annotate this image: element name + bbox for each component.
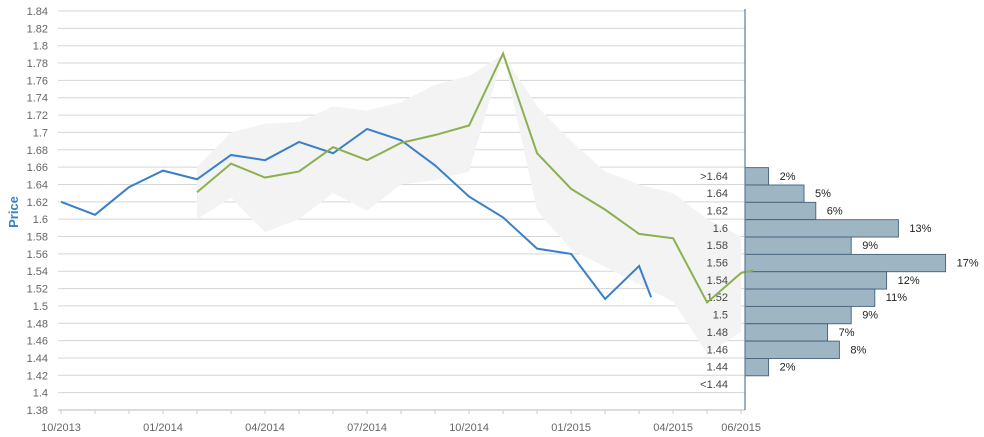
x-tick-label: 01/2014 — [143, 422, 183, 434]
y-tick-label: 1.78 — [27, 58, 48, 70]
histogram-bar — [744, 305, 852, 325]
histogram-bar — [744, 167, 770, 186]
x-tick-label: 04/2015 — [653, 422, 693, 434]
histogram-bar-label: 12% — [898, 275, 920, 287]
histogram-bar-label: 2% — [780, 362, 796, 374]
histogram-bar — [744, 358, 770, 377]
histogram-bar — [744, 184, 805, 203]
axes — [58, 9, 746, 414]
y-tick-label: 1.84 — [27, 6, 48, 18]
histogram-bin-label: 1.44 — [707, 362, 728, 374]
y-tick-label: 1.7 — [33, 127, 48, 139]
histogram-bar-label: 17% — [957, 258, 979, 270]
histogram-bin-label: 1.5 — [713, 310, 728, 322]
y-tick-label: 1.4 — [33, 388, 48, 400]
histogram-bar-label: 9% — [862, 240, 878, 252]
x-tick-label: 10/2013 — [41, 422, 81, 434]
y-tick-label: 1.38 — [27, 405, 48, 417]
y-tick-label: 1.52 — [27, 284, 48, 296]
distribution-histogram: >1.64 2% 1.64 5% 1.62 6% 1.6 13% 1.58 9% 1.56 17% 1.… — [700, 167, 979, 391]
histogram-bar-label: 7% — [839, 327, 855, 339]
y-tick-label: 1.58 — [27, 232, 48, 244]
price-lines — [60, 50, 754, 305]
y-tick-label: 1.46 — [27, 336, 48, 348]
histogram-bin-label: >1.64 — [700, 171, 728, 183]
y-tick-label: 1.44 — [27, 353, 48, 365]
forecast-band — [197, 54, 742, 354]
histogram-bar-label: 2% — [780, 171, 796, 183]
histogram-bar-label: 5% — [815, 188, 831, 200]
x-axis-ticks: 10/2013 01/2014 04/2014 07/2014 10/2014 01/20… — [41, 422, 761, 434]
histogram-bar — [744, 219, 899, 238]
y-axis-ticks: 1.38 1.4 1.42 1.44 1.46 1.48 1.5 1.52 1.54 1.56 1.… — [27, 6, 48, 417]
histogram-bar — [744, 340, 840, 359]
histogram-bin-label: 1.48 — [707, 327, 728, 339]
histogram-bar-label: 11% — [886, 292, 907, 304]
y-tick-label: 1.54 — [27, 266, 48, 278]
y-axis-label: Price — [6, 196, 21, 228]
x-tick-label: 07/2014 — [347, 422, 387, 434]
histogram-bin-label: 1.58 — [707, 240, 728, 252]
y-tick-label: 1.68 — [27, 145, 48, 157]
histogram-bin-label: 1.56 — [707, 258, 728, 270]
histogram-bar — [744, 201, 817, 221]
histogram-bar-label: 8% — [850, 344, 866, 356]
histogram-bin-label: 1.62 — [707, 206, 728, 218]
x-tick-label: 06/2015 — [721, 422, 761, 434]
range-band — [197, 54, 742, 354]
histogram-bin-label: 1.52 — [707, 292, 728, 304]
histogram-bin-label: <1.44 — [700, 379, 728, 391]
x-tick-label: 04/2014 — [245, 422, 285, 434]
histogram-bar — [744, 271, 888, 290]
price-series-line-2 — [196, 50, 754, 305]
y-tick-label: 1.5 — [33, 301, 48, 313]
y-tick-label: 1.62 — [27, 197, 48, 209]
y-tick-label: 1.48 — [27, 318, 48, 330]
histogram-bin-label: 1.46 — [707, 344, 728, 356]
histogram-bin-label: 1.64 — [707, 188, 728, 200]
y-tick-label: 1.72 — [27, 110, 48, 122]
x-tick-label: 10/2014 — [449, 422, 489, 434]
y-tick-label: 1.6 — [33, 214, 48, 226]
histogram-bin-label: 1.54 — [707, 275, 728, 287]
x-tick-label: 01/2015 — [551, 422, 591, 434]
y-tick-label: 1.74 — [27, 93, 48, 105]
y-tick-label: 1.56 — [27, 249, 48, 261]
histogram-bar-label: 9% — [862, 310, 878, 322]
histogram-bar-label: 13% — [909, 223, 931, 235]
histogram-bar — [744, 323, 829, 342]
histogram-bar — [744, 288, 876, 307]
y-tick-label: 1.64 — [27, 179, 48, 191]
y-tick-label: 1.82 — [27, 23, 48, 35]
y-tick-label: 1.66 — [27, 162, 48, 174]
y-tick-label: 1.8 — [33, 41, 48, 53]
histogram-bar — [744, 236, 852, 255]
histogram-bar-label: 6% — [827, 206, 843, 218]
histogram-bar — [744, 253, 947, 273]
price-series-line-1 — [60, 127, 653, 301]
y-tick-label: 1.42 — [27, 370, 48, 382]
histogram-bin-label: 1.6 — [713, 223, 728, 235]
y-tick-label: 1.76 — [27, 75, 48, 87]
